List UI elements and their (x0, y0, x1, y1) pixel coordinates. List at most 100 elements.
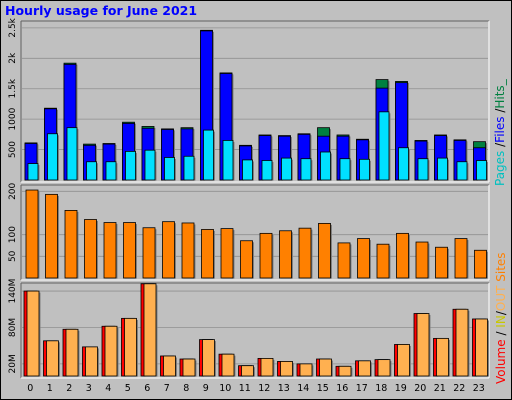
bar-sites-8 (181, 222, 195, 279)
bar-volume-overlay-7 (163, 355, 176, 377)
bar-volume-overlay-5 (124, 317, 137, 377)
xtick-label-8: 8 (183, 383, 189, 394)
bar-sites-20 (415, 241, 429, 279)
bar-volume-overlay-1 (46, 340, 59, 377)
bar-sites-11 (240, 240, 253, 279)
bar-sites-18 (376, 243, 390, 279)
xtick-label-10: 10 (219, 383, 231, 394)
bar-pages-13 (281, 157, 292, 181)
bar-sites-5 (123, 222, 136, 279)
bar-volume-overlay-22 (455, 308, 469, 377)
xtick-label-20: 20 (414, 383, 426, 394)
ytick-label-sites-0: 50 (8, 250, 18, 262)
bar-volume-overlay-17 (358, 360, 371, 377)
ytick-label-volume-0: 20M (8, 354, 18, 373)
bar-sites-12 (259, 232, 273, 279)
bar-volume-overlay-10 (221, 353, 235, 377)
bar-volume-overlay-21 (436, 337, 449, 377)
xtick-label-0: 0 (27, 383, 33, 394)
xtick-label-22: 22 (453, 383, 465, 394)
ytick-label-hits-4: 2.5k (8, 17, 18, 37)
bar-pages-23 (476, 160, 487, 181)
bar-pages-20 (417, 158, 429, 181)
xtick-label-23: 23 (473, 383, 485, 394)
bar-pages-18 (378, 111, 390, 181)
bar-pages-3 (86, 161, 97, 181)
bar-sites-9 (201, 229, 214, 279)
bar-pages-19 (398, 147, 409, 181)
bar-volume-overlay-19 (397, 344, 410, 377)
bar-sites-14 (298, 227, 312, 279)
bar-volume-overlay-0 (26, 290, 40, 377)
bar-pages-22 (456, 161, 468, 181)
bar-sites-21 (435, 246, 448, 279)
xtick-label-21: 21 (434, 383, 446, 394)
bar-pages-14 (300, 158, 312, 181)
bar-pages-15 (320, 151, 331, 181)
xtick-label-1: 1 (47, 383, 53, 394)
xtick-label-3: 3 (86, 383, 92, 394)
ytick-label-sites-1: 100 (8, 226, 18, 243)
bar-sites-22 (454, 238, 468, 279)
xtick-label-4: 4 (105, 383, 111, 394)
bar-volume-overlay-9 (202, 339, 215, 377)
bar-pages-21 (437, 157, 448, 181)
ytick-label-sites-2: 200 (8, 182, 18, 199)
ytick-label-hits-2: 1.5k (8, 78, 18, 98)
bar-pages-6 (144, 149, 156, 181)
xtick-label-5: 5 (125, 383, 131, 394)
xtick-label-17: 17 (356, 383, 368, 394)
bar-pages-5 (125, 150, 136, 181)
xtick-label-19: 19 (395, 383, 407, 394)
ytick-label-hits-3: 2k (8, 52, 18, 64)
xtick-label-16: 16 (336, 383, 348, 394)
bar-sites-1 (45, 193, 58, 279)
bar-volume-overlay-2 (65, 328, 79, 377)
xtick-label-2: 2 (66, 383, 72, 394)
bar-pages-16 (339, 158, 351, 181)
bar-volume-overlay-18 (377, 359, 391, 377)
bar-volume-overlay-4 (104, 325, 118, 377)
bar-volume-overlay-6 (143, 283, 157, 377)
xtick-label-7: 7 (164, 383, 170, 394)
bar-sites-23 (474, 249, 487, 279)
bar-sites-6 (142, 227, 156, 279)
ytick-label-volume-2: 140M (8, 279, 18, 304)
bar-pages-0 (27, 163, 39, 181)
bar-pages-7 (164, 157, 175, 181)
ytick-label-volume-1: 80M (8, 318, 18, 337)
bar-volume-overlay-11 (241, 365, 254, 377)
xtick-label-6: 6 (144, 383, 150, 394)
bar-sites-0 (25, 189, 39, 279)
bar-sites-15 (318, 222, 331, 279)
ytick-label-hits-0: 500 (8, 141, 18, 158)
bar-sites-17 (357, 238, 370, 279)
xtick-label-9: 9 (203, 383, 209, 394)
bar-sites-13 (279, 230, 292, 279)
bar-sites-3 (84, 219, 97, 279)
bar-pages-2 (66, 127, 78, 181)
bar-sites-19 (396, 232, 409, 279)
bar-volume-overlay-16 (338, 365, 352, 377)
xtick-label-12: 12 (258, 383, 270, 394)
bar-volume-overlay-14 (299, 363, 313, 377)
ytick-label-hits-1: 1000 (8, 107, 18, 130)
bar-pages-12 (261, 160, 273, 181)
xtick-label-14: 14 (297, 383, 309, 394)
bar-volume-overlay-15 (319, 358, 332, 377)
bar-volume-overlay-8 (182, 358, 196, 377)
bar-volume-overlay-13 (280, 361, 293, 377)
bar-pages-11 (242, 159, 253, 181)
chart-title: Hourly usage for June 2021 (5, 3, 198, 18)
bar-sites-7 (162, 221, 175, 279)
xtick-label-18: 18 (375, 383, 387, 394)
bar-sites-16 (337, 242, 351, 279)
bar-sites-2 (64, 209, 78, 279)
bar-sites-10 (220, 228, 234, 279)
xtick-label-11: 11 (239, 383, 251, 394)
panel-hits-background (21, 21, 489, 182)
xtick-label-15: 15 (317, 383, 329, 394)
panel-sites-background (21, 185, 489, 280)
bar-pages-1 (47, 133, 58, 181)
